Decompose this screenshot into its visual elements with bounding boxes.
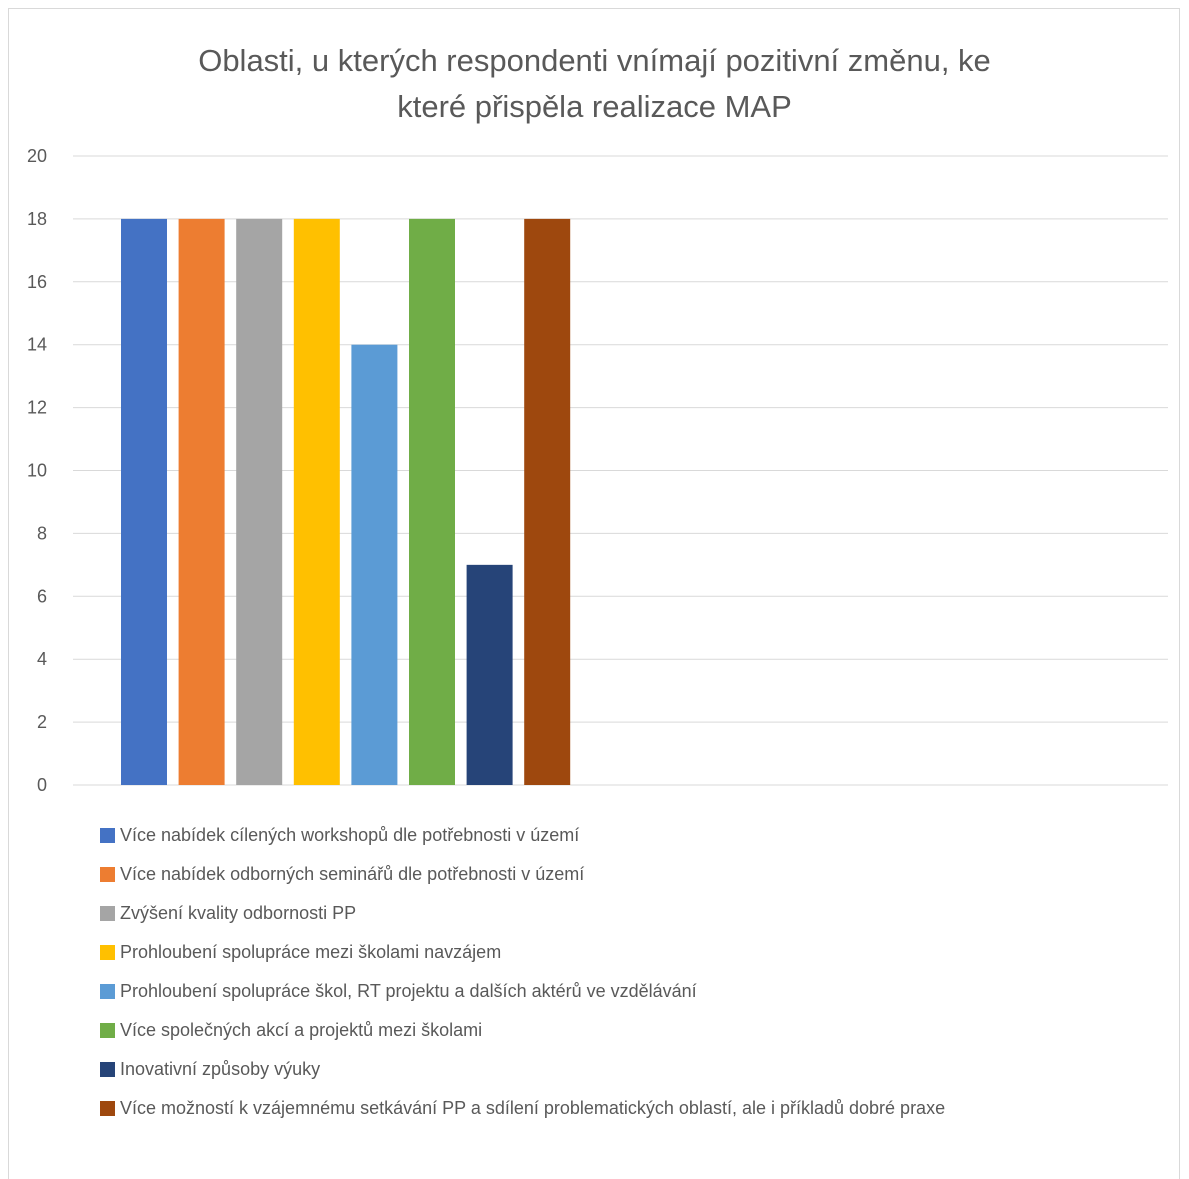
y-tick-label: 6: [37, 586, 47, 606]
y-tick-label: 0: [37, 775, 47, 795]
legend-swatch: [100, 828, 115, 843]
legend-item: Více nabídek odborných seminářů dle potř…: [100, 855, 945, 894]
legend-swatch: [100, 1101, 115, 1116]
legend-swatch: [100, 1062, 115, 1077]
y-tick-label: 4: [37, 649, 47, 669]
y-tick-label: 8: [37, 523, 47, 543]
legend-swatch: [100, 867, 115, 882]
plot-area: 0 2 4 6 8 10 12 14 16 18 20: [27, 146, 1168, 795]
y-tick-label: 14: [27, 335, 47, 355]
chart-title-line-2: které přispěla realizace MAP: [397, 89, 792, 124]
bar: [466, 564, 513, 785]
legend-item: Prohloubení spolupráce mezi školami navz…: [100, 933, 945, 972]
legend-label: Více společných akcí a projektů mezi ško…: [120, 1020, 483, 1040]
legend-label: Prohloubení spolupráce škol, RT projektu…: [120, 981, 697, 1001]
bar: [293, 218, 340, 785]
bar: [178, 218, 225, 785]
legend-label: Více nabídek cílených workshopů dle potř…: [120, 825, 580, 845]
legend-item: Prohloubení spolupráce škol, RT projektu…: [100, 972, 945, 1011]
chart-title-line-1: Oblasti, u kterých respondenti vnímají p…: [198, 43, 991, 78]
legend-label: Inovativní způsoby výuky: [120, 1059, 321, 1079]
legend-label: Více nabídek odborných seminářů dle potř…: [120, 864, 585, 884]
bar: [121, 218, 167, 785]
legend-label: Více možností k vzájemnému setkávání PP …: [120, 1098, 946, 1118]
bar: [409, 218, 455, 785]
chart-frame: [8, 8, 1180, 1179]
legend-item: Více možností k vzájemnému setkávání PP …: [100, 1089, 945, 1128]
legend-label: Zvýšení kvality odbornosti PP: [120, 903, 357, 923]
chart-title: Oblasti, u kterých respondenti vnímají p…: [0, 38, 1189, 130]
bar: [524, 218, 571, 785]
y-tick-label: 10: [27, 461, 47, 481]
legend-item: Zvýšení kvality odbornosti PP: [100, 894, 945, 933]
legend-swatch: [100, 984, 115, 999]
legend-label: Prohloubení spolupráce mezi školami navz…: [120, 942, 502, 962]
y-tick-label: 20: [27, 146, 47, 166]
legend-swatch: [100, 1023, 115, 1038]
legend-swatch: [100, 945, 115, 960]
legend-swatch: [100, 906, 115, 921]
legend-item: Více společných akcí a projektů mezi ško…: [100, 1011, 945, 1050]
legend: Více nabídek cílených workshopů dle potř…: [100, 816, 945, 1128]
y-tick-label: 2: [37, 712, 47, 732]
y-tick-label: 16: [27, 272, 47, 292]
bar: [236, 218, 283, 785]
y-tick-label: 12: [27, 398, 47, 418]
bar: [351, 344, 398, 785]
legend-item: Inovativní způsoby výuky: [100, 1050, 945, 1089]
y-tick-label: 18: [27, 209, 47, 229]
legend-item: Více nabídek cílených workshopů dle potř…: [100, 816, 945, 855]
